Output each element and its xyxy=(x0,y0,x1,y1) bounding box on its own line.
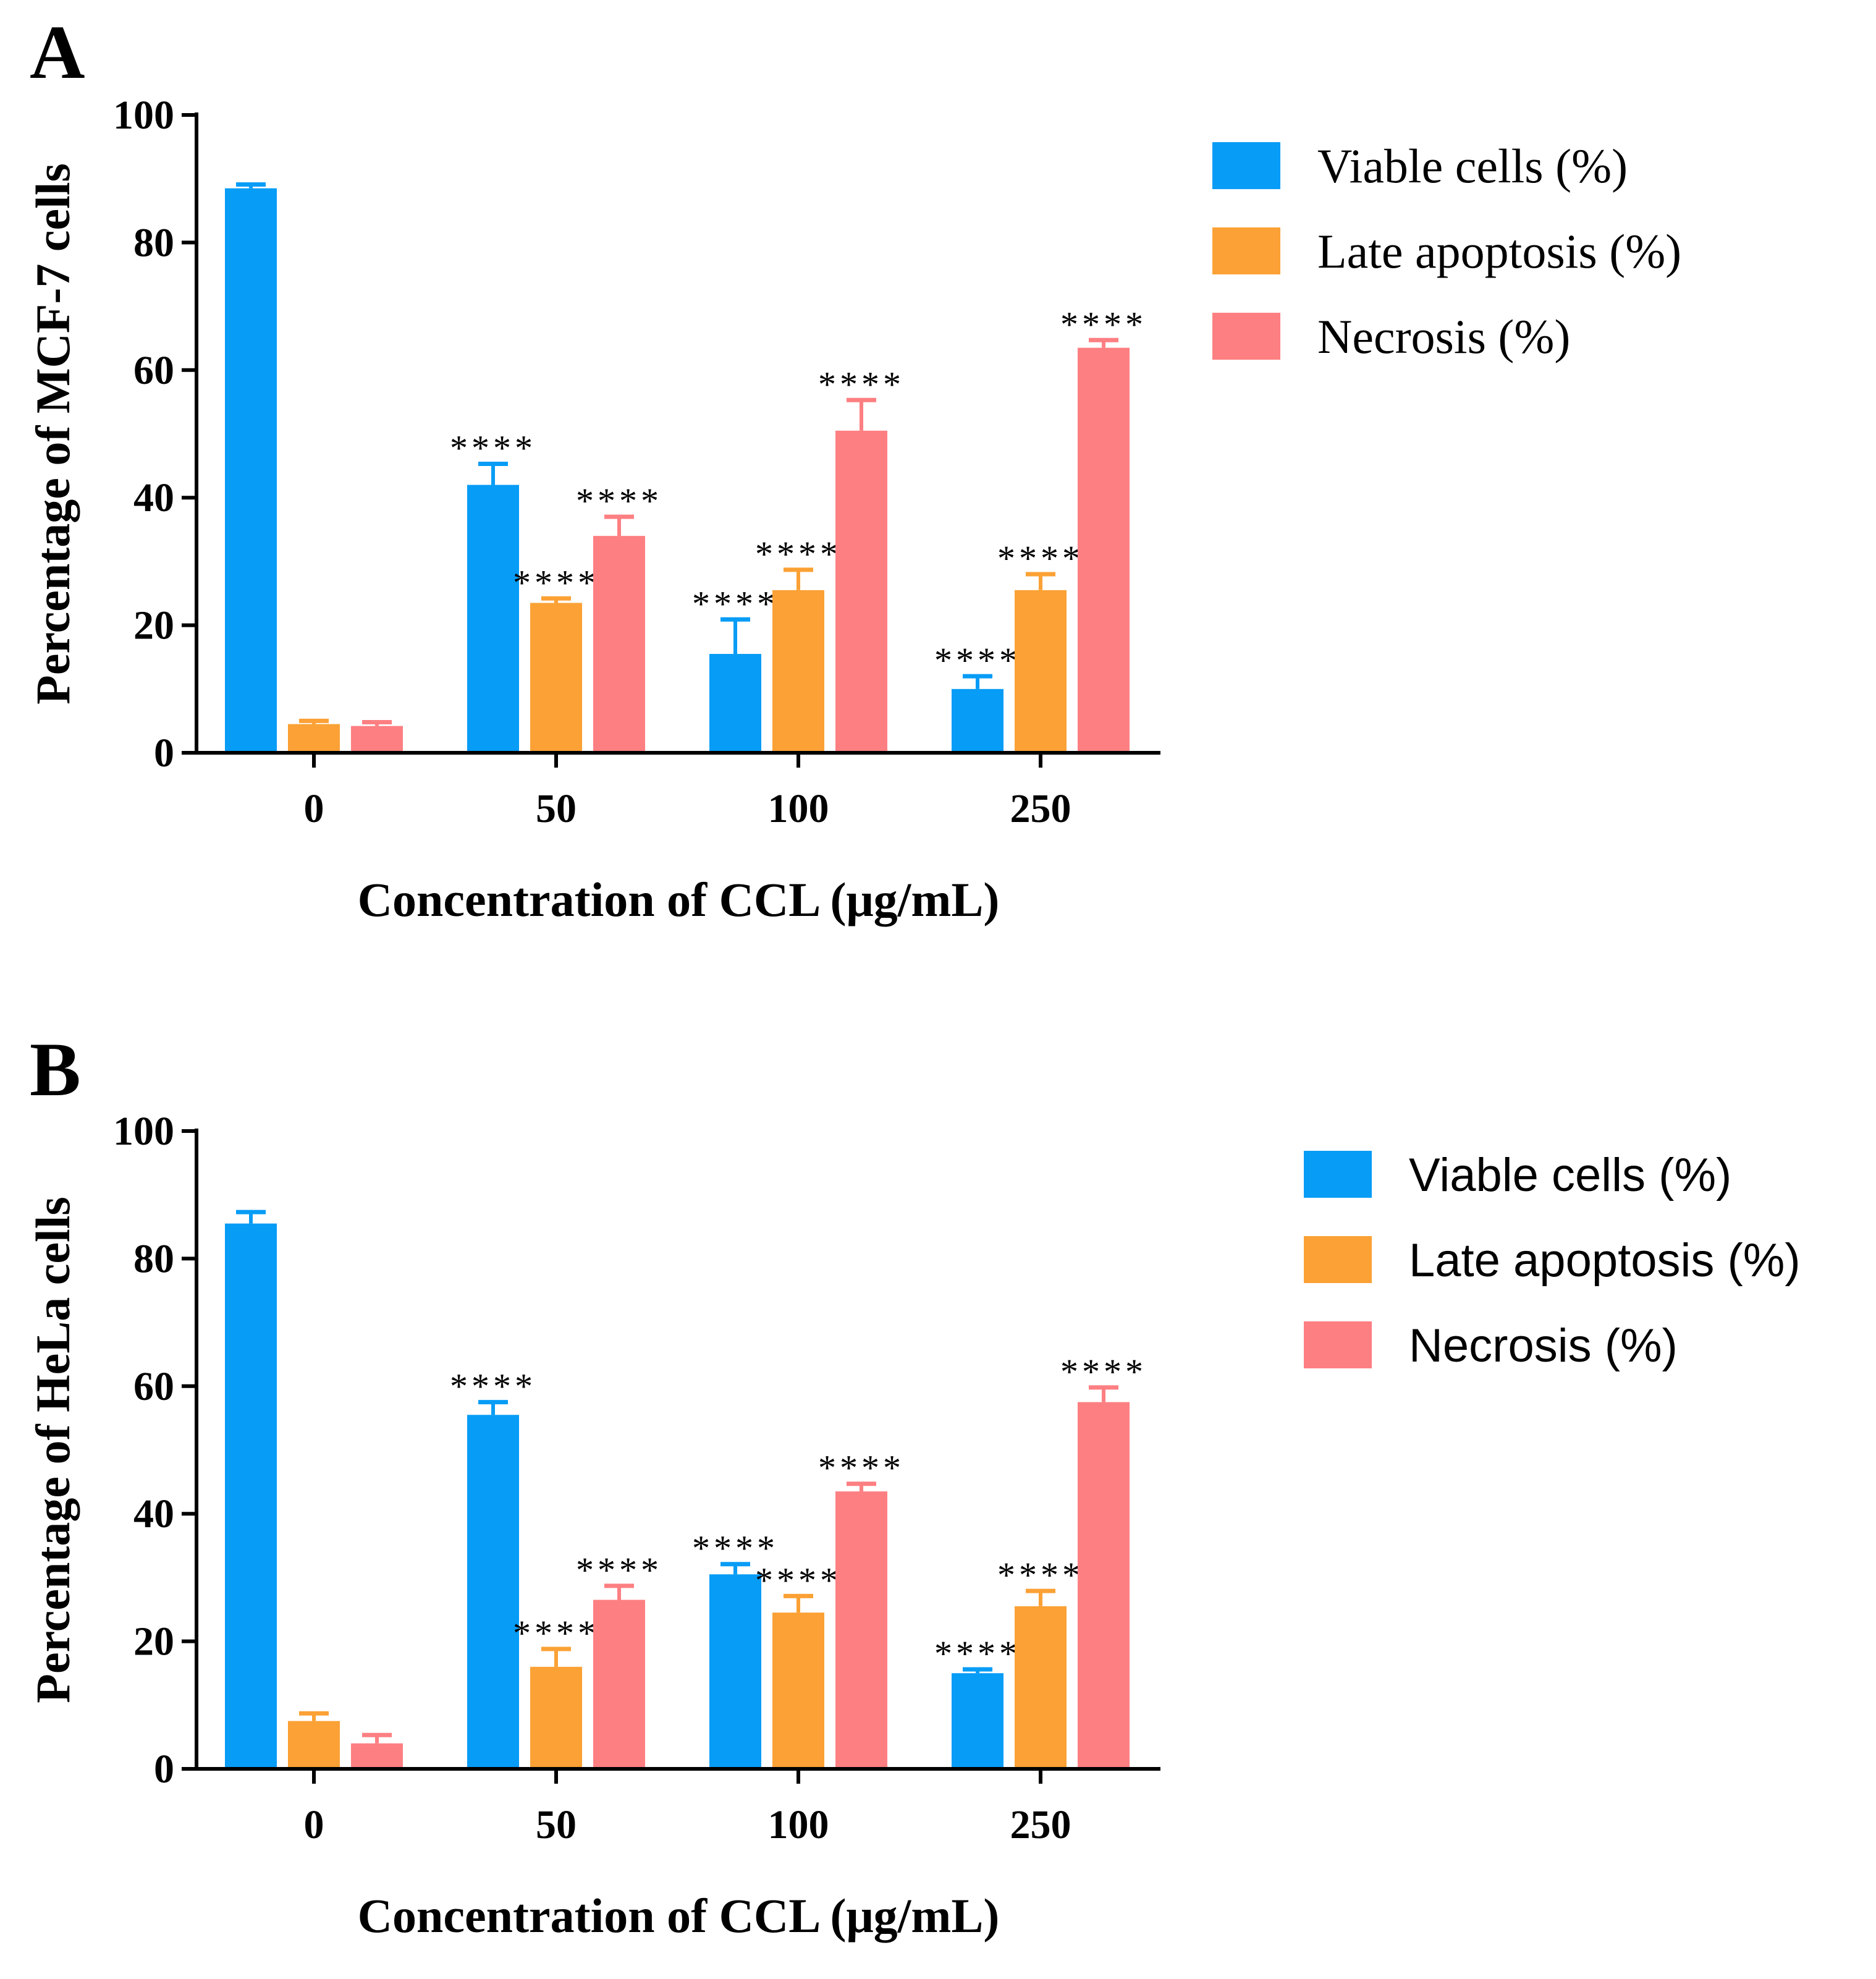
y-tick-label: 100 xyxy=(113,1109,174,1154)
y-tick-label: 0 xyxy=(154,1747,174,1792)
panel-label-b: B xyxy=(30,1027,81,1112)
legend-label: Late apoptosis (%) xyxy=(1409,1234,1801,1287)
significance-label: **** xyxy=(755,534,842,574)
significance-label: **** xyxy=(576,481,662,521)
significance-label: **** xyxy=(450,1367,536,1407)
y-axis-title: Percentage of MCF-7 cells xyxy=(26,163,80,705)
legend-label: Viable cells (%) xyxy=(1409,1149,1731,1201)
x-tick-label: 100 xyxy=(768,786,829,831)
y-tick-label: 80 xyxy=(133,1236,174,1281)
x-tick-label: 250 xyxy=(1010,1802,1071,1847)
bar xyxy=(593,536,645,753)
bar xyxy=(467,1415,519,1769)
bar xyxy=(288,1721,340,1769)
bar xyxy=(709,654,761,753)
x-tick-label: 50 xyxy=(536,1802,577,1847)
bar xyxy=(225,188,277,753)
x-tick-label: 100 xyxy=(768,1802,829,1847)
significance-label: **** xyxy=(997,538,1084,578)
bar xyxy=(288,724,340,753)
x-tick-label: 250 xyxy=(1010,786,1071,831)
significance-label: **** xyxy=(934,640,1021,680)
bar xyxy=(952,689,1003,753)
bar xyxy=(467,485,519,753)
y-tick-label: 60 xyxy=(133,348,174,393)
significance-label: **** xyxy=(576,1550,662,1590)
bar xyxy=(1078,1402,1130,1769)
legend-swatch xyxy=(1304,1321,1372,1368)
legend-label: Necrosis (%) xyxy=(1317,310,1570,363)
legend-swatch xyxy=(1212,227,1280,274)
significance-label: **** xyxy=(1060,304,1147,344)
y-tick-label: 40 xyxy=(133,475,174,520)
y-tick-label: 40 xyxy=(133,1491,174,1536)
legend-swatch xyxy=(1212,142,1280,189)
significance-label: **** xyxy=(934,1634,1021,1674)
significance-label: **** xyxy=(818,364,905,404)
y-tick-label: 20 xyxy=(133,1619,174,1664)
bar xyxy=(709,1574,761,1769)
legend-swatch xyxy=(1304,1236,1372,1283)
bar xyxy=(952,1673,1003,1769)
y-tick-label: 100 xyxy=(113,93,174,138)
bar xyxy=(772,590,824,753)
x-axis-title: Concentration of CCL (μg/mL) xyxy=(358,873,1000,926)
significance-label: **** xyxy=(513,562,599,603)
significance-label: **** xyxy=(450,428,536,468)
bar xyxy=(225,1223,277,1769)
y-tick-label: 20 xyxy=(133,603,174,648)
bar xyxy=(772,1612,824,1769)
bar xyxy=(593,1600,645,1769)
significance-label: **** xyxy=(997,1555,1084,1595)
y-tick-label: 60 xyxy=(133,1364,174,1409)
legend: Viable cells (%) Late apoptosis (%) Necros… xyxy=(1212,139,1681,363)
significance-label: **** xyxy=(692,583,779,624)
x-axis-title: Concentration of CCL (μg/mL) xyxy=(358,1889,1000,1943)
bar xyxy=(1015,590,1067,753)
x-tick-label: 50 xyxy=(536,786,577,831)
bar xyxy=(1015,1606,1067,1769)
legend-swatch xyxy=(1304,1151,1372,1198)
legend-label: Necrosis (%) xyxy=(1409,1320,1678,1372)
legend-swatch xyxy=(1212,313,1280,360)
significance-label: **** xyxy=(1060,1352,1147,1392)
bar xyxy=(351,1743,403,1769)
panel-label-a: A xyxy=(30,10,85,95)
significance-label: **** xyxy=(513,1613,599,1653)
bar xyxy=(835,430,887,753)
bar xyxy=(351,726,403,753)
legend-label: Late apoptosis (%) xyxy=(1317,224,1681,278)
chart-panel-a: 0 20 40 60 80 100 0 50 100 250 **** **** **** **** ***… xyxy=(26,93,1681,926)
significance-label: **** xyxy=(818,1448,905,1488)
significance-label: **** xyxy=(692,1528,779,1569)
y-tick-label: 80 xyxy=(133,220,174,265)
bar xyxy=(530,1666,582,1769)
bar xyxy=(835,1491,887,1769)
y-tick-label: 0 xyxy=(154,731,174,776)
y-axis-title: Percentage of HeLa cells xyxy=(26,1197,80,1703)
x-tick-label: 0 xyxy=(304,786,324,831)
legend-label: Viable cells (%) xyxy=(1317,139,1628,193)
significance-label: **** xyxy=(755,1560,842,1600)
bar xyxy=(530,603,582,753)
legend: Viable cells (%) Late apoptosis (%) Necros… xyxy=(1304,1149,1801,1372)
x-tick-label: 0 xyxy=(304,1802,324,1847)
bar xyxy=(1078,347,1130,753)
